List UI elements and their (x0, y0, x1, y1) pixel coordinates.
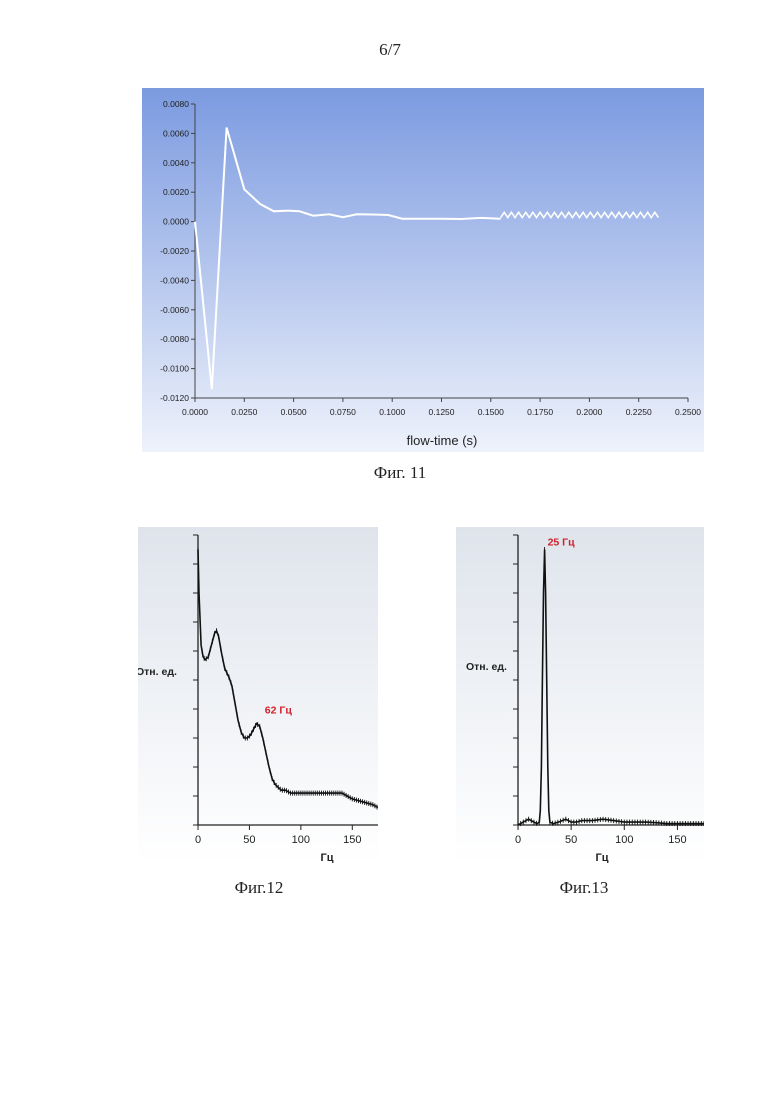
y-tick-label: -0.0020 (160, 246, 189, 256)
peak-annotation: 62 Гц (265, 705, 293, 717)
y-tick-label: 0.0080 (163, 99, 189, 109)
x-tick-label: 0.1000 (379, 407, 405, 417)
chart-background (456, 527, 704, 863)
y-axis-label: Отн. ед. (466, 661, 507, 673)
y-tick-label: 0.0000 (163, 217, 189, 227)
y-tick-label: -0.0060 (160, 305, 189, 315)
x-tick-label: 0 (195, 834, 201, 846)
y-tick-label: 0.0020 (163, 187, 189, 197)
y-tick-label: 0.0040 (163, 158, 189, 168)
x-tick-label: 150 (343, 834, 361, 846)
x-tick-label: 150 (668, 834, 686, 846)
x-tick-label: 0.1750 (527, 407, 553, 417)
y-tick-label: 0.0060 (163, 128, 189, 138)
x-tick-label: 0.1250 (429, 407, 455, 417)
y-tick-label: -0.0040 (160, 275, 189, 285)
figure-caption-13: Фиг.13 (514, 878, 654, 898)
spectrum-chart-1: 0 50 100 150 Отн. ед. Гц 62 Гц (138, 527, 378, 863)
x-tick-label: 100 (292, 834, 310, 846)
spectrum-chart-2: 0 50 100 150 Отн. ед. Гц 25 Гц (456, 527, 704, 863)
x-tick-label: 100 (615, 834, 633, 846)
x-tick-label: 0.0500 (281, 407, 307, 417)
x-axis-label: Гц (596, 852, 609, 863)
x-tick-label: 0.1500 (478, 407, 504, 417)
chart-background (138, 527, 378, 863)
page-number: 6/7 (0, 40, 780, 60)
x-tick-label: 0.0250 (231, 407, 257, 417)
x-tick-label: 0.0000 (182, 407, 208, 417)
figure-caption-11: Фиг. 11 (330, 463, 470, 483)
x-tick-label: 0.0750 (330, 407, 356, 417)
y-tick-label: -0.0120 (160, 393, 189, 403)
y-tick-label: -0.0080 (160, 334, 189, 344)
x-tick-label: 50 (243, 834, 255, 846)
x-axis-label: Гц (321, 852, 334, 863)
x-tick-label: 50 (565, 834, 577, 846)
peak-annotation: 25 Гц (548, 537, 576, 549)
x-tick-label: 0 (515, 834, 521, 846)
x-axis-label: flow-time (s) (407, 433, 478, 448)
x-tick-label: 0.2500 (675, 407, 701, 417)
x-tick-label: 0.2250 (626, 407, 652, 417)
x-tick-label: 0.2000 (576, 407, 602, 417)
y-axis-label: Отн. ед. (138, 666, 177, 678)
y-tick-label: -0.0100 (160, 364, 189, 374)
flow-time-chart: 0.0080 0.0060 0.0040 0.0020 0.0000 -0.0020 -0.… (142, 88, 704, 452)
figure-caption-12: Фиг.12 (189, 878, 329, 898)
